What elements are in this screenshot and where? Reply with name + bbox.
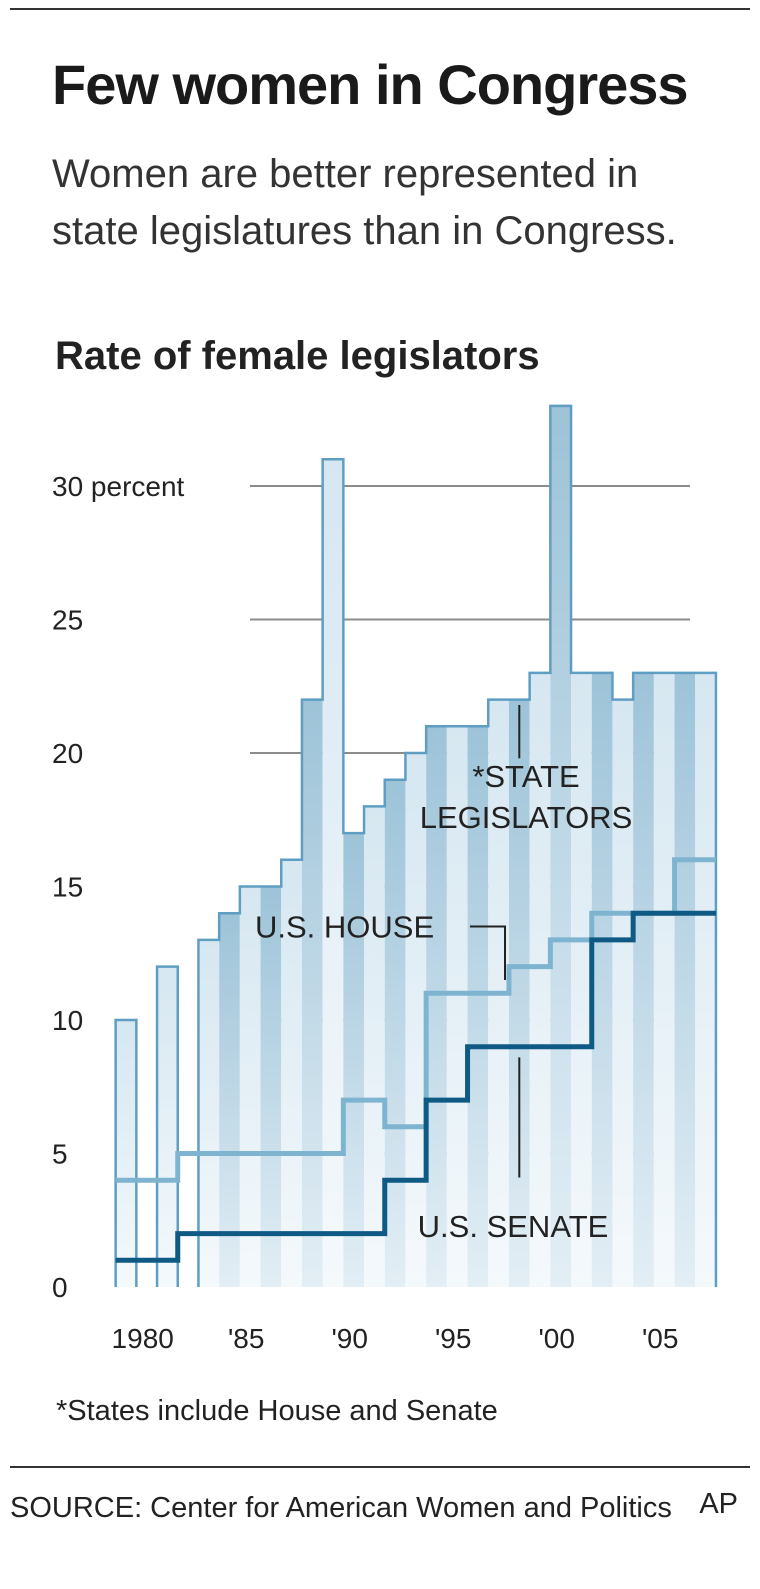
x-tick-label: '95	[435, 1323, 472, 1354]
state-legislators-bar	[612, 699, 634, 1287]
state-legislators-bar	[157, 966, 178, 1287]
state-legislators-bar	[343, 833, 365, 1287]
us-house-leader	[470, 925, 506, 980]
state-legislators-bar	[467, 726, 489, 1287]
state-legislators-bar	[591, 672, 613, 1287]
state-legislators-bar	[219, 913, 240, 1287]
y-tick-label: 15	[52, 872, 83, 903]
footnote: *States include House and Senate	[56, 1395, 498, 1427]
state-legislators-label: *STATE	[472, 759, 579, 794]
y-tick-label: 10	[52, 1005, 83, 1036]
y-tick-label: 30 percent	[52, 471, 185, 502]
state-legislators-bar	[633, 672, 654, 1287]
state-legislators-bar	[281, 859, 302, 1287]
top-rule	[10, 8, 750, 10]
credit-ap: AP	[699, 1488, 738, 1520]
state-legislators-bar	[653, 672, 675, 1287]
x-tick-label: '05	[642, 1323, 679, 1354]
source-note: SOURCE: Center for American Women and Po…	[10, 1492, 672, 1524]
state-legislators-bar	[674, 672, 696, 1287]
state-legislators-bar	[571, 672, 592, 1287]
y-tick-label: 20	[52, 738, 83, 769]
x-tick-label: '00	[538, 1323, 575, 1354]
bottom-rule	[10, 1466, 750, 1468]
y-tick-label: 25	[52, 605, 83, 636]
y-tick-label: 5	[52, 1139, 68, 1170]
us-senate-line	[115, 910, 716, 1263]
chart-title: Rate of female legislators	[55, 334, 540, 378]
state-legislators-bar	[239, 886, 261, 1287]
x-tick-label: 1980	[112, 1323, 174, 1354]
x-tick-label: '90	[331, 1323, 368, 1354]
state-legislators-bar	[426, 726, 447, 1287]
state-legislators-label: LEGISLATORS	[420, 800, 633, 835]
chart-plot: 0 5 10 15 20 25 30 percent 1980 '85 '90 '95 '00 '05 *…	[52, 404, 718, 1354]
us-house-label: U.S. HOUSE	[255, 910, 434, 945]
state-legislators-bar	[446, 726, 468, 1287]
state-legislators-bar	[364, 806, 385, 1287]
state-legislators-bar	[508, 699, 530, 1287]
state-legislators-outline	[114, 404, 718, 1287]
state-legislators-bar	[301, 699, 323, 1287]
chart-subtitle: Women are better represented in state le…	[52, 152, 677, 253]
state-legislators-bar	[529, 672, 551, 1287]
chart-headline: Few women in Congress	[52, 53, 689, 116]
state-legislators-bar	[405, 753, 427, 1287]
state-legislators-bar	[695, 672, 716, 1287]
state-legislators-bar	[115, 1020, 137, 1287]
state-legislators-bar	[322, 459, 344, 1287]
x-tick-label: '85	[228, 1323, 265, 1354]
us-house-line	[115, 857, 716, 1183]
state-legislators-bar	[198, 939, 220, 1287]
state-legislators-bar	[384, 779, 406, 1287]
us-senate-label: U.S. SENATE	[418, 1209, 609, 1244]
y-tick-label: 0	[52, 1272, 68, 1303]
state-legislators-bar	[260, 886, 282, 1287]
state-legislators-bar	[550, 405, 572, 1287]
